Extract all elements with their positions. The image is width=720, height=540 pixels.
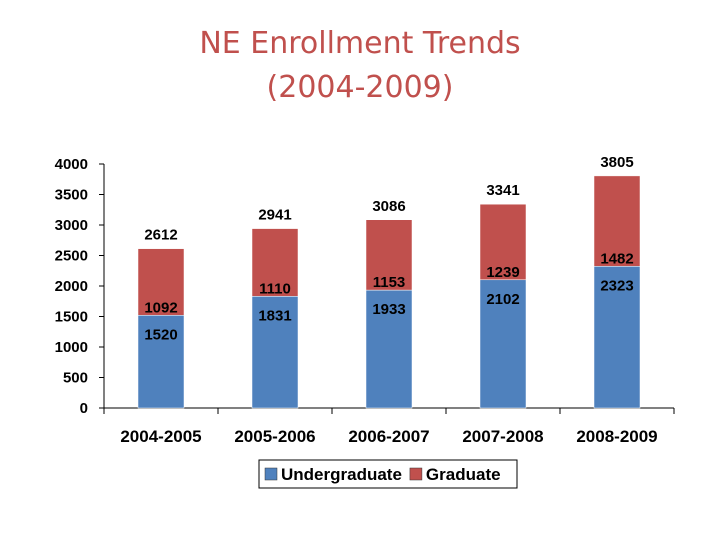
data-label-total: 3086: [372, 198, 405, 215]
data-label-graduate: 1092: [144, 299, 177, 316]
legend-swatch-undergraduate: [264, 467, 278, 481]
data-label-total: 3341: [486, 182, 519, 199]
x-category-label: 2006-2007: [348, 427, 429, 446]
bar-graduate-2004-2005: [137, 248, 185, 316]
data-label-graduate: 1110: [259, 280, 291, 297]
x-category-label: 2007-2008: [462, 427, 543, 446]
x-category-label: 2008-2009: [576, 427, 657, 446]
data-label-graduate: 1239: [486, 264, 519, 281]
bar-undergraduate-2007-2008: [479, 279, 527, 409]
bar-undergraduate-2005-2006: [251, 296, 299, 409]
bar-undergraduate-2004-2005: [137, 315, 185, 409]
y-tick-label: 0: [80, 400, 88, 417]
bar-graduate-2006-2007: [365, 219, 413, 291]
data-label-undergraduate: 1520: [144, 326, 177, 343]
chart-title-line-1: NE Enrollment Trends: [199, 26, 521, 61]
bar-graduate-2007-2008: [479, 203, 527, 281]
y-tick-label: 4000: [55, 156, 88, 173]
legend-label-undergraduate: Undergraduate: [281, 465, 402, 484]
legend-box: [258, 459, 518, 489]
data-label-total: 3805: [600, 154, 633, 171]
y-tick-label: 500: [63, 370, 88, 387]
bar-undergraduate-2008-2009: [593, 266, 641, 409]
legend-label-graduate: Graduate: [426, 465, 501, 484]
bar-graduate-2005-2006: [251, 228, 299, 297]
y-tick-label: 3500: [55, 187, 88, 204]
y-tick-label: 1500: [55, 309, 88, 326]
bar-graduate-2008-2009: [593, 175, 641, 267]
y-tick-label: 2000: [55, 278, 88, 295]
y-tick-label: 2500: [55, 248, 88, 265]
y-tick-label: 1000: [55, 339, 88, 356]
data-label-total: 2612: [144, 227, 177, 244]
x-category-label: 2004-2005: [120, 427, 201, 446]
chart-title: NE Enrollment Trends (2004-2009): [0, 22, 720, 110]
data-label-undergraduate: 2323: [600, 277, 633, 294]
y-tick-label: 3000: [55, 217, 88, 234]
data-label-total: 2941: [258, 207, 291, 224]
chart-title-line-2: (2004-2009): [266, 70, 454, 105]
data-label-undergraduate: 1933: [372, 301, 405, 318]
data-label-undergraduate: 1831: [258, 307, 291, 324]
bar-undergraduate-2006-2007: [365, 289, 413, 409]
data-label-graduate: 1482: [600, 250, 633, 267]
x-category-label: 2005-2006: [234, 427, 315, 446]
legend-swatch-graduate: [409, 467, 423, 481]
data-label-undergraduate: 2102: [486, 291, 519, 308]
data-label-graduate: 1153: [373, 274, 406, 291]
